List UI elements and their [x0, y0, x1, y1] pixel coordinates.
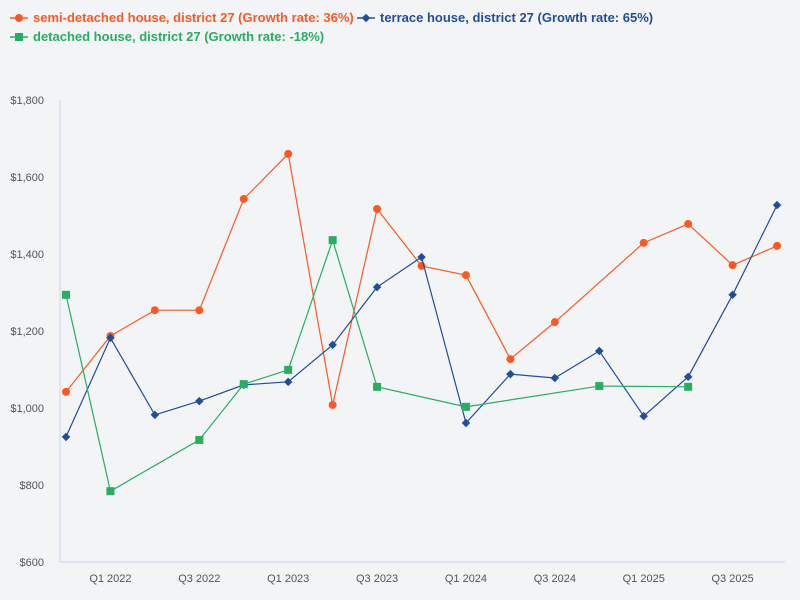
data-point: [239, 194, 248, 203]
y-tick-label: $1,800: [10, 95, 44, 107]
diamond-marker-icon: [357, 13, 375, 22]
data-point: [283, 377, 293, 387]
series-line: [65, 152, 778, 406]
data-point: [684, 382, 693, 391]
x-tick-label: Q3 2024: [534, 573, 576, 585]
data-point: [61, 432, 71, 442]
series-1: [61, 200, 782, 442]
y-tick-label: $1,400: [10, 249, 44, 261]
data-point: [328, 236, 337, 245]
x-tick-label: Q1 2025: [623, 573, 665, 585]
data-point: [239, 380, 248, 389]
data-point: [773, 241, 782, 250]
legend-item-detached[interactable]: detached house, district 27 (Growth rate…: [10, 29, 324, 44]
x-tick-label: Q3 2022: [178, 573, 220, 585]
data-point: [417, 252, 426, 262]
data-point: [595, 346, 604, 356]
data-point: [62, 387, 70, 396]
data-point: [284, 149, 293, 158]
data-point: [62, 290, 70, 299]
legend-label: semi-detached house, district 27 (Growth…: [33, 10, 354, 25]
data-point: [683, 372, 693, 382]
data-point: [284, 365, 293, 374]
legend-label: detached house, district 27 (Growth rate…: [33, 29, 325, 44]
y-tick-label: $800: [20, 480, 44, 492]
series-line: [65, 204, 778, 438]
data-point: [150, 306, 159, 315]
legend-item-semi-detached[interactable]: semi-detached house, district 27 (Growth…: [10, 10, 354, 25]
data-point: [461, 402, 470, 411]
y-tick-label: $1,600: [10, 172, 44, 184]
data-point: [106, 487, 115, 496]
data-point: [461, 271, 470, 280]
legend-label: terrace house, district 27 (Growth rate:…: [380, 10, 654, 25]
data-point: [461, 418, 471, 428]
y-tick-label: $1,200: [10, 326, 44, 338]
y-tick-label: $600: [20, 557, 44, 569]
square-marker-icon: [10, 32, 28, 41]
data-point: [328, 400, 337, 409]
data-point: [195, 435, 204, 444]
data-point: [728, 261, 737, 270]
data-point: [328, 340, 337, 350]
x-tick-label: Q1 2024: [445, 573, 487, 585]
data-point: [639, 411, 648, 421]
data-point: [684, 219, 693, 228]
data-point: [373, 204, 382, 213]
x-tick-label: Q1 2022: [89, 573, 131, 585]
series-line: [65, 238, 689, 493]
data-point: [595, 382, 604, 391]
x-tick-label: Q1 2023: [267, 573, 309, 585]
x-tick-label: Q3 2023: [356, 573, 398, 585]
legend-item-terrace[interactable]: terrace house, district 27 (Growth rate:…: [357, 10, 653, 25]
data-point: [506, 369, 515, 379]
data-point: [550, 318, 559, 327]
data-point: [506, 355, 515, 364]
data-point: [728, 290, 737, 300]
data-point: [639, 238, 648, 247]
data-point: [772, 200, 782, 210]
x-tick-label: Q3 2025: [711, 573, 753, 585]
y-tick-label: $1,000: [10, 403, 44, 415]
data-point: [106, 333, 115, 343]
data-point: [550, 373, 560, 383]
data-point: [195, 396, 204, 406]
data-point: [372, 282, 382, 292]
series-0: [62, 149, 782, 409]
data-point: [195, 306, 204, 315]
data-point: [373, 382, 382, 391]
circle-marker-icon: [10, 13, 28, 22]
series-2: [62, 236, 693, 496]
data-point: [150, 410, 160, 420]
